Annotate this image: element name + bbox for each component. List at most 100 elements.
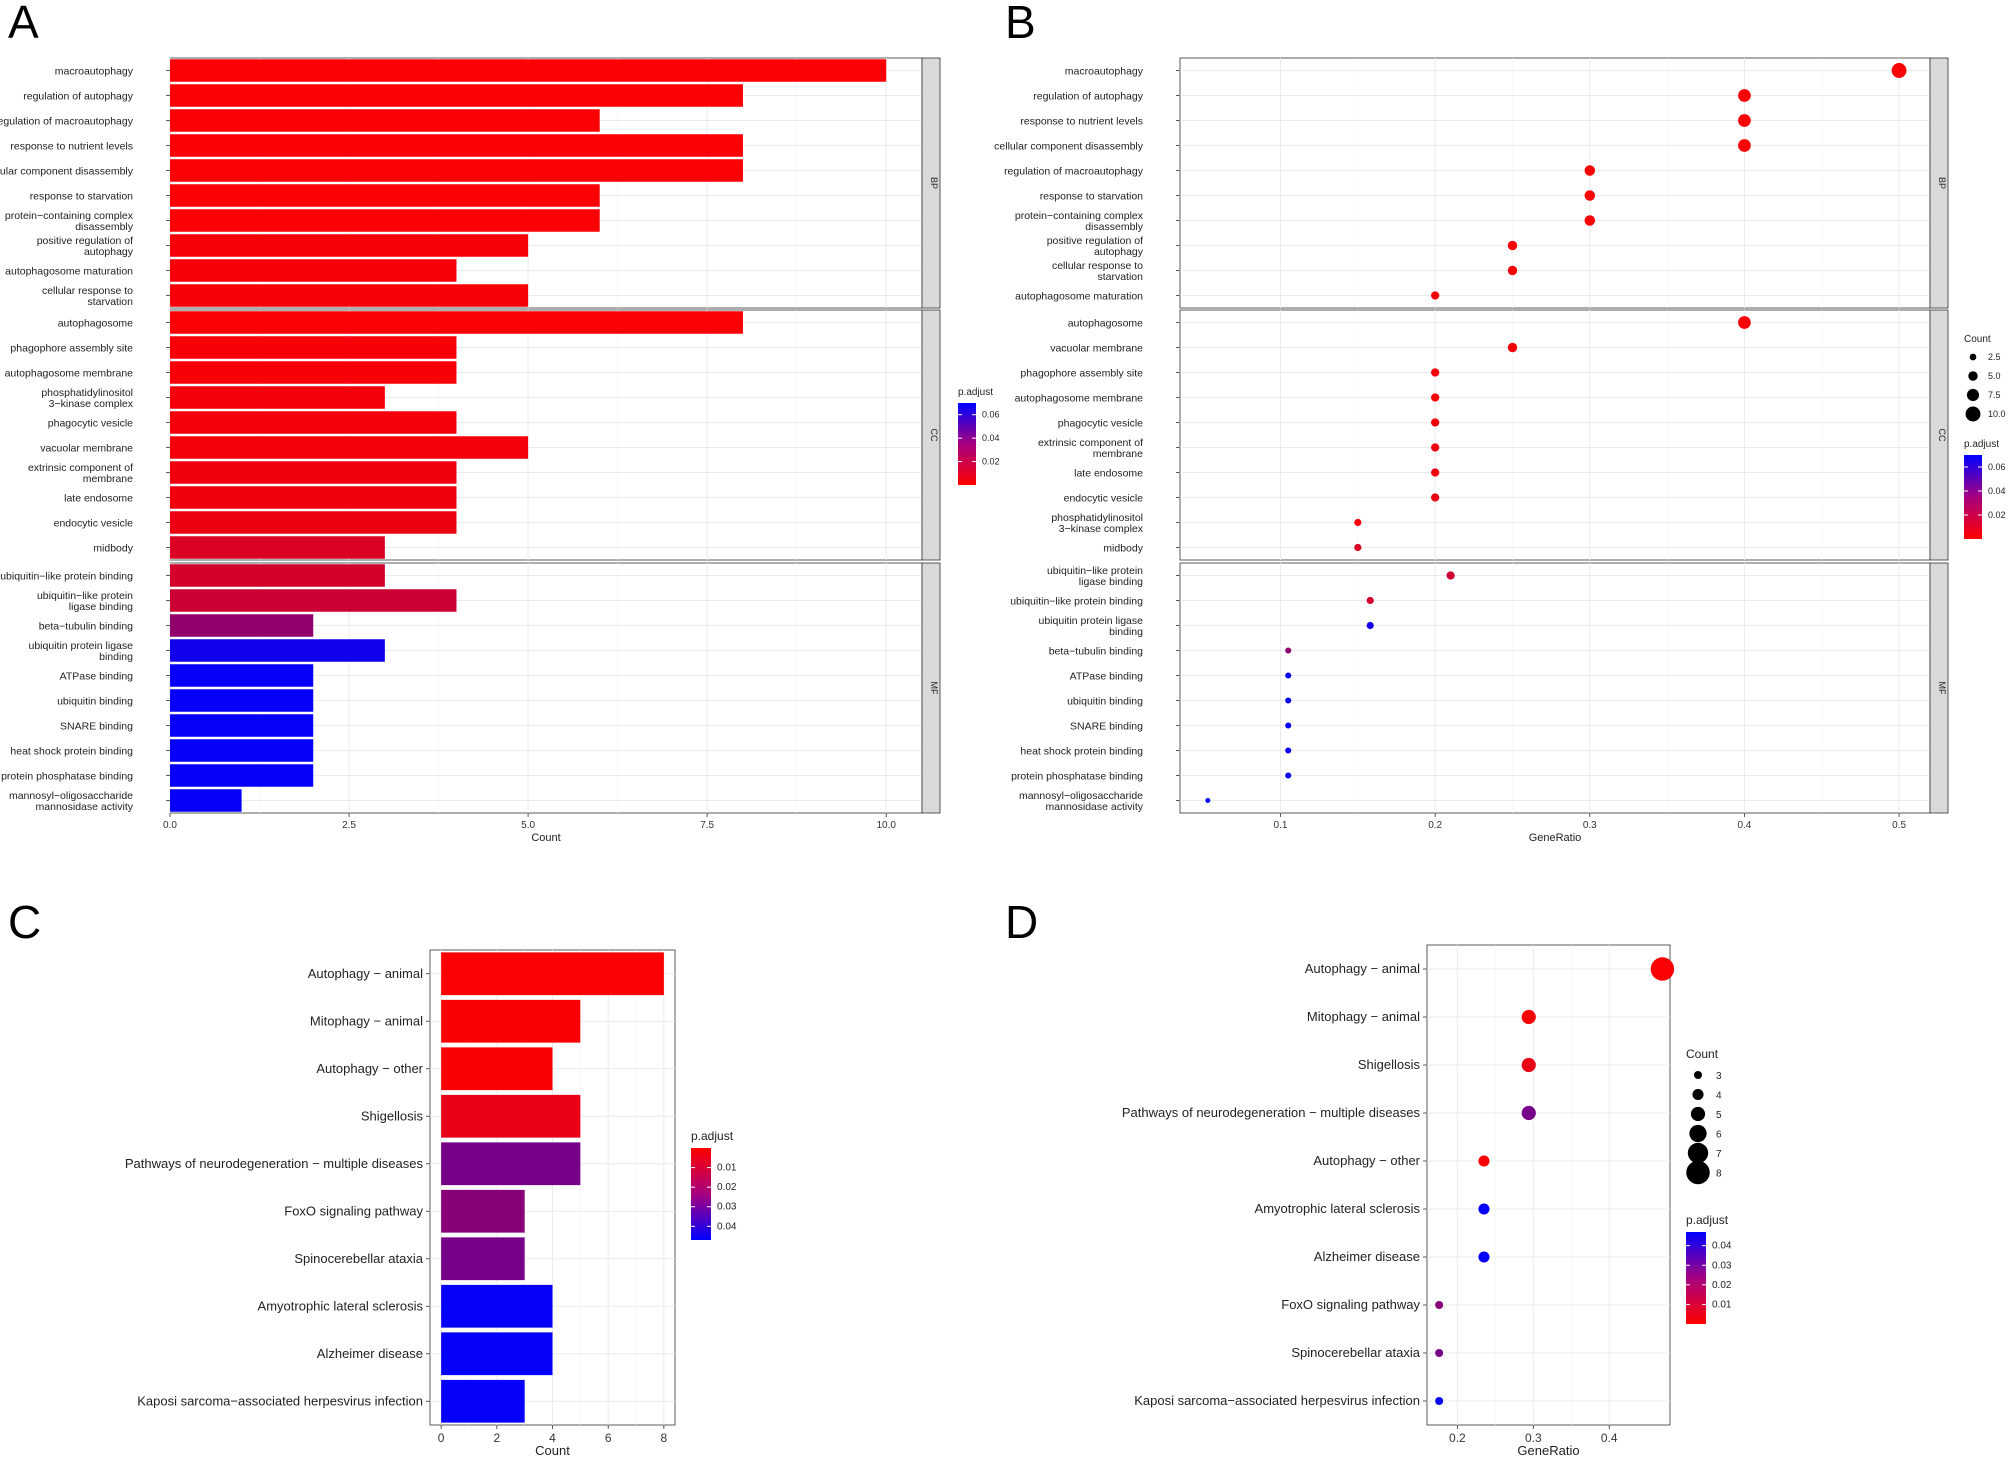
dot [1507, 342, 1518, 353]
size-legend-value: 8 [1716, 1169, 1722, 1180]
category-label: autophagy [84, 246, 134, 258]
legend-value: 0.01 [1712, 1299, 1732, 1310]
category-label: Mitophagy − animal [310, 1013, 423, 1028]
size-legend-dot [1690, 1106, 1706, 1122]
bar [170, 361, 457, 384]
category-label: mannosidase activity [36, 801, 134, 813]
x-tick-label: 0.1 [1274, 820, 1288, 831]
category-label: Kaposi sarcoma−associated herpesvirus in… [1134, 1393, 1420, 1408]
dot [1738, 114, 1751, 127]
bar [170, 511, 457, 534]
legend-title: p.adjust [958, 387, 993, 398]
category-label: autophagosome membrane [5, 368, 134, 380]
panel-label-a: A [8, 0, 39, 48]
bar [170, 84, 743, 107]
size-legend-title: Count [1964, 334, 1991, 345]
category-label: Autophagy − animal [308, 966, 423, 981]
dot [1431, 443, 1440, 452]
category-label: mannosyl−oligosaccharide [9, 790, 133, 802]
dot [1521, 1009, 1536, 1025]
bar [170, 486, 457, 509]
category-label: Amyotrophic lateral sclerosis [1255, 1201, 1421, 1216]
bar [170, 536, 385, 559]
category-label: Kaposi sarcoma−associated herpesvirus in… [137, 1393, 423, 1408]
legend-colorbar [1964, 455, 1982, 539]
bar [170, 159, 743, 182]
category-label: macroautophagy [1065, 66, 1144, 78]
x-tick-label: 10.0 [876, 820, 896, 831]
dot [1366, 596, 1374, 605]
category-label: beta−tubulin binding [1049, 646, 1143, 658]
x-tick-label: 2 [493, 1431, 500, 1445]
dot [1738, 139, 1751, 152]
size-legend-value: 5 [1716, 1110, 1722, 1121]
dot [1285, 747, 1292, 754]
facet-strip-label: CC [1937, 429, 1947, 442]
category-label: midbody [1103, 543, 1143, 555]
size-legend-value: 10.0 [1988, 409, 2006, 419]
category-label: mannosidase activity [1046, 801, 1144, 813]
category-label: membrane [1093, 448, 1143, 460]
bar [170, 589, 457, 612]
x-tick-label: 0.4 [1601, 1431, 1618, 1445]
facet-strip-label: BP [1937, 177, 1947, 189]
bar [441, 1142, 581, 1186]
category-label: ubiquitin−like protein binding [0, 571, 133, 583]
category-label: ubiquitin protein ligase [1039, 615, 1144, 627]
legend-value: 0.01 [717, 1163, 737, 1174]
bar [170, 789, 242, 812]
dot [1431, 368, 1440, 377]
dot [1285, 647, 1292, 654]
category-label: starvation [87, 296, 133, 308]
bar [170, 134, 743, 157]
x-tick-label: 0.5 [1892, 820, 1906, 831]
x-tick-label: 4 [549, 1431, 556, 1445]
dot [1584, 190, 1596, 201]
legend-value: 0.04 [717, 1221, 737, 1232]
dot [1478, 1155, 1490, 1167]
size-legend-value: 7.5 [1988, 390, 2001, 400]
bar [170, 564, 385, 587]
category-label: SNARE binding [1070, 721, 1143, 733]
size-legend-dot [1969, 353, 1977, 361]
category-label: autophagosome membrane [1015, 393, 1144, 405]
category-label: endocytic vesicle [54, 518, 134, 530]
x-tick-label: 2.5 [342, 820, 356, 831]
dot [1435, 1301, 1444, 1309]
dot [1285, 772, 1292, 779]
category-label: cellular response to [1052, 260, 1143, 272]
legend-colorbar [958, 403, 976, 485]
category-label: ligase binding [1079, 576, 1143, 588]
category-label: disassembly [75, 221, 134, 233]
facet-strip-bp [921, 57, 941, 309]
bar [170, 109, 600, 132]
x-axis-title: Count [535, 1443, 570, 1458]
legend-value: 0.04 [982, 433, 1000, 443]
legend-title: p.adjust [1686, 1213, 1729, 1227]
bar [170, 59, 887, 82]
bar [170, 336, 457, 359]
bar [170, 209, 600, 232]
size-legend-dot [1692, 1088, 1704, 1101]
bar [170, 714, 314, 737]
size-legend-dot [1968, 371, 1978, 381]
size-legend-dot [1966, 388, 1980, 402]
category-label: Pathways of neurodegeneration − multiple… [1122, 1105, 1421, 1120]
category-label: disassembly [1085, 221, 1144, 233]
category-label: late endosome [1074, 468, 1143, 480]
x-tick-label: 0.3 [1525, 1431, 1542, 1445]
bar [441, 1332, 553, 1376]
x-tick-label: 8 [661, 1431, 668, 1445]
category-label: Shigellosis [361, 1108, 424, 1123]
dot [1285, 672, 1292, 679]
size-legend-value: 5.0 [1988, 371, 2001, 381]
x-tick-label: 0.3 [1583, 820, 1597, 831]
bar [441, 1189, 525, 1233]
category-label: positive regulation of [37, 235, 133, 247]
dot [1435, 1349, 1444, 1357]
facet-strip-label: MF [929, 682, 939, 695]
category-label: SNARE binding [60, 721, 133, 733]
category-label: regulation of macroautophagy [0, 116, 134, 128]
x-tick-label: 0.2 [1428, 820, 1442, 831]
facet-strip-bp [1929, 57, 1949, 309]
